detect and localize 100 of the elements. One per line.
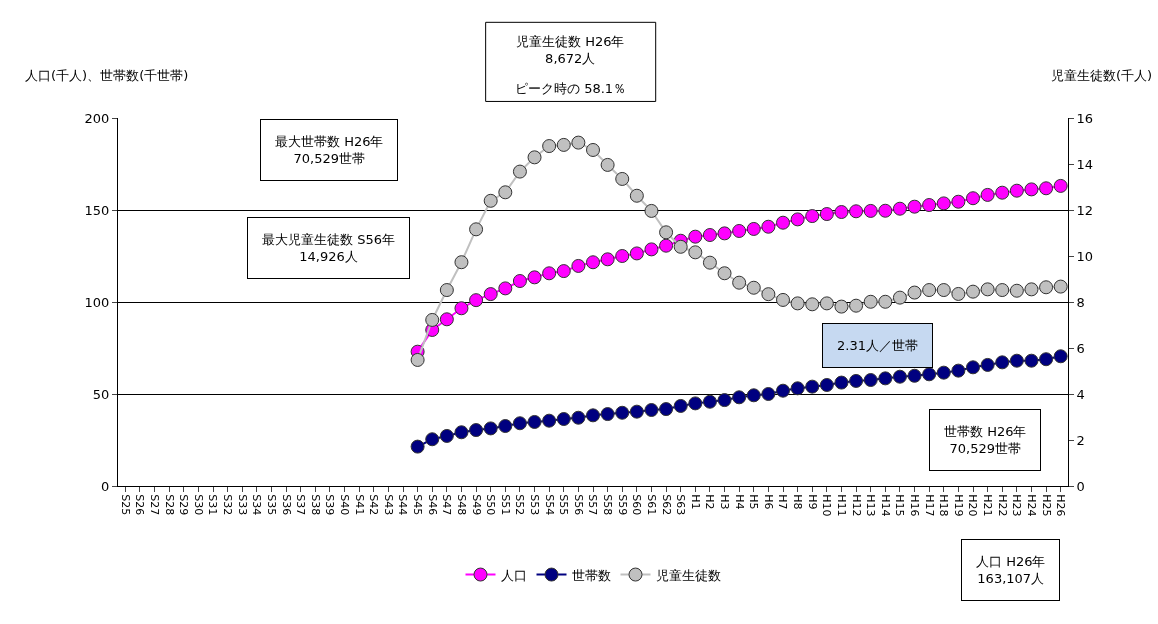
x-tick-label: H26 xyxy=(1054,494,1068,517)
point xyxy=(454,255,469,270)
point xyxy=(527,150,542,165)
point xyxy=(469,423,484,438)
x-tick-label: H6 xyxy=(761,494,775,510)
y2-tick-label: 10 xyxy=(1076,248,1094,264)
x-tick-label: H23 xyxy=(1010,494,1024,517)
point xyxy=(936,365,951,380)
point xyxy=(761,219,776,234)
point xyxy=(512,274,527,289)
x-tick-label: H18 xyxy=(937,494,951,517)
x-tick-label: S43 xyxy=(381,494,395,516)
x-tick-label: H17 xyxy=(922,494,936,517)
point xyxy=(1039,352,1054,367)
point xyxy=(746,388,761,403)
point xyxy=(980,187,995,202)
text: 人口 H26年 163,107人 xyxy=(976,554,1046,586)
point xyxy=(966,360,980,375)
x-tick-label: S63 xyxy=(674,494,688,516)
point xyxy=(922,367,937,382)
x-tick-label: S35 xyxy=(264,494,278,516)
y2-tick-label: 4 xyxy=(1076,386,1085,402)
point xyxy=(688,396,703,411)
point xyxy=(1053,178,1068,193)
x-tick-label: H15 xyxy=(893,494,907,517)
x-tick-label: H22 xyxy=(995,494,1009,517)
point xyxy=(776,383,790,398)
x-tick-label: H9 xyxy=(805,494,819,510)
point xyxy=(483,287,498,302)
point xyxy=(469,293,484,308)
point xyxy=(834,375,849,390)
point xyxy=(1009,283,1024,298)
point xyxy=(819,207,834,222)
point xyxy=(469,222,484,237)
point xyxy=(556,412,571,427)
point xyxy=(556,264,571,279)
x-tick-label: H12 xyxy=(849,494,863,517)
x-tick-label: S37 xyxy=(294,494,308,516)
x-tick-label: S54 xyxy=(542,494,556,516)
point xyxy=(498,281,513,296)
x-tick-label: S56 xyxy=(571,494,585,516)
point xyxy=(761,387,776,401)
point xyxy=(673,398,688,413)
x-tick-label: S41 xyxy=(352,494,366,516)
x-tick-label: H3 xyxy=(717,494,731,510)
x-tick-label: S33 xyxy=(235,494,249,516)
point xyxy=(659,225,674,240)
point xyxy=(688,229,703,244)
x-tick-label: H20 xyxy=(966,494,980,517)
point xyxy=(1024,353,1039,368)
point xyxy=(966,284,980,299)
point xyxy=(410,352,425,367)
point xyxy=(425,312,440,327)
x-tick-label: H14 xyxy=(878,494,892,517)
point xyxy=(702,394,717,409)
x-tick-label: S52 xyxy=(513,494,527,516)
point xyxy=(761,287,776,302)
point xyxy=(702,255,717,270)
x-tick-label: S59 xyxy=(615,494,629,516)
x-tick-label: S26 xyxy=(133,494,147,516)
point xyxy=(717,393,732,408)
point xyxy=(966,191,980,206)
point xyxy=(454,301,469,316)
x-tick-label: S39 xyxy=(323,494,337,516)
text: 児童生徒数 H26年 8,672人 xyxy=(516,34,625,66)
legend-label: 児童生徒数 xyxy=(655,567,721,583)
point xyxy=(1009,353,1024,368)
x-tick-label: H4 xyxy=(732,494,746,510)
point xyxy=(863,203,878,218)
legend-label: 人口 xyxy=(500,567,527,583)
point xyxy=(717,266,732,281)
point xyxy=(439,283,454,298)
point xyxy=(644,242,659,257)
point xyxy=(790,296,805,311)
point xyxy=(922,283,937,298)
point xyxy=(586,408,600,423)
point xyxy=(410,439,425,454)
annotation: 最大児童生徒数 S56年 14,926人 xyxy=(262,232,395,264)
point xyxy=(717,226,732,241)
point xyxy=(863,373,878,388)
point xyxy=(644,203,659,218)
point xyxy=(819,377,834,392)
x-tick-label: S34 xyxy=(250,494,264,516)
x-tick-label: S47 xyxy=(440,494,454,516)
point xyxy=(849,298,864,313)
point xyxy=(805,379,820,394)
point xyxy=(746,221,761,236)
y2-tick-label: 16 xyxy=(1076,110,1094,126)
point xyxy=(907,199,922,214)
point xyxy=(629,188,644,203)
x-tick-label: S27 xyxy=(147,494,161,516)
y2-axis-title: 児童生徒数(千人) xyxy=(1051,68,1153,83)
point xyxy=(629,246,644,261)
x-tick-label: S50 xyxy=(484,494,498,516)
point xyxy=(688,245,703,260)
point xyxy=(600,407,615,422)
y2-tick-label: 14 xyxy=(1076,156,1094,172)
point xyxy=(907,368,922,383)
point xyxy=(776,292,790,307)
point xyxy=(527,270,542,285)
